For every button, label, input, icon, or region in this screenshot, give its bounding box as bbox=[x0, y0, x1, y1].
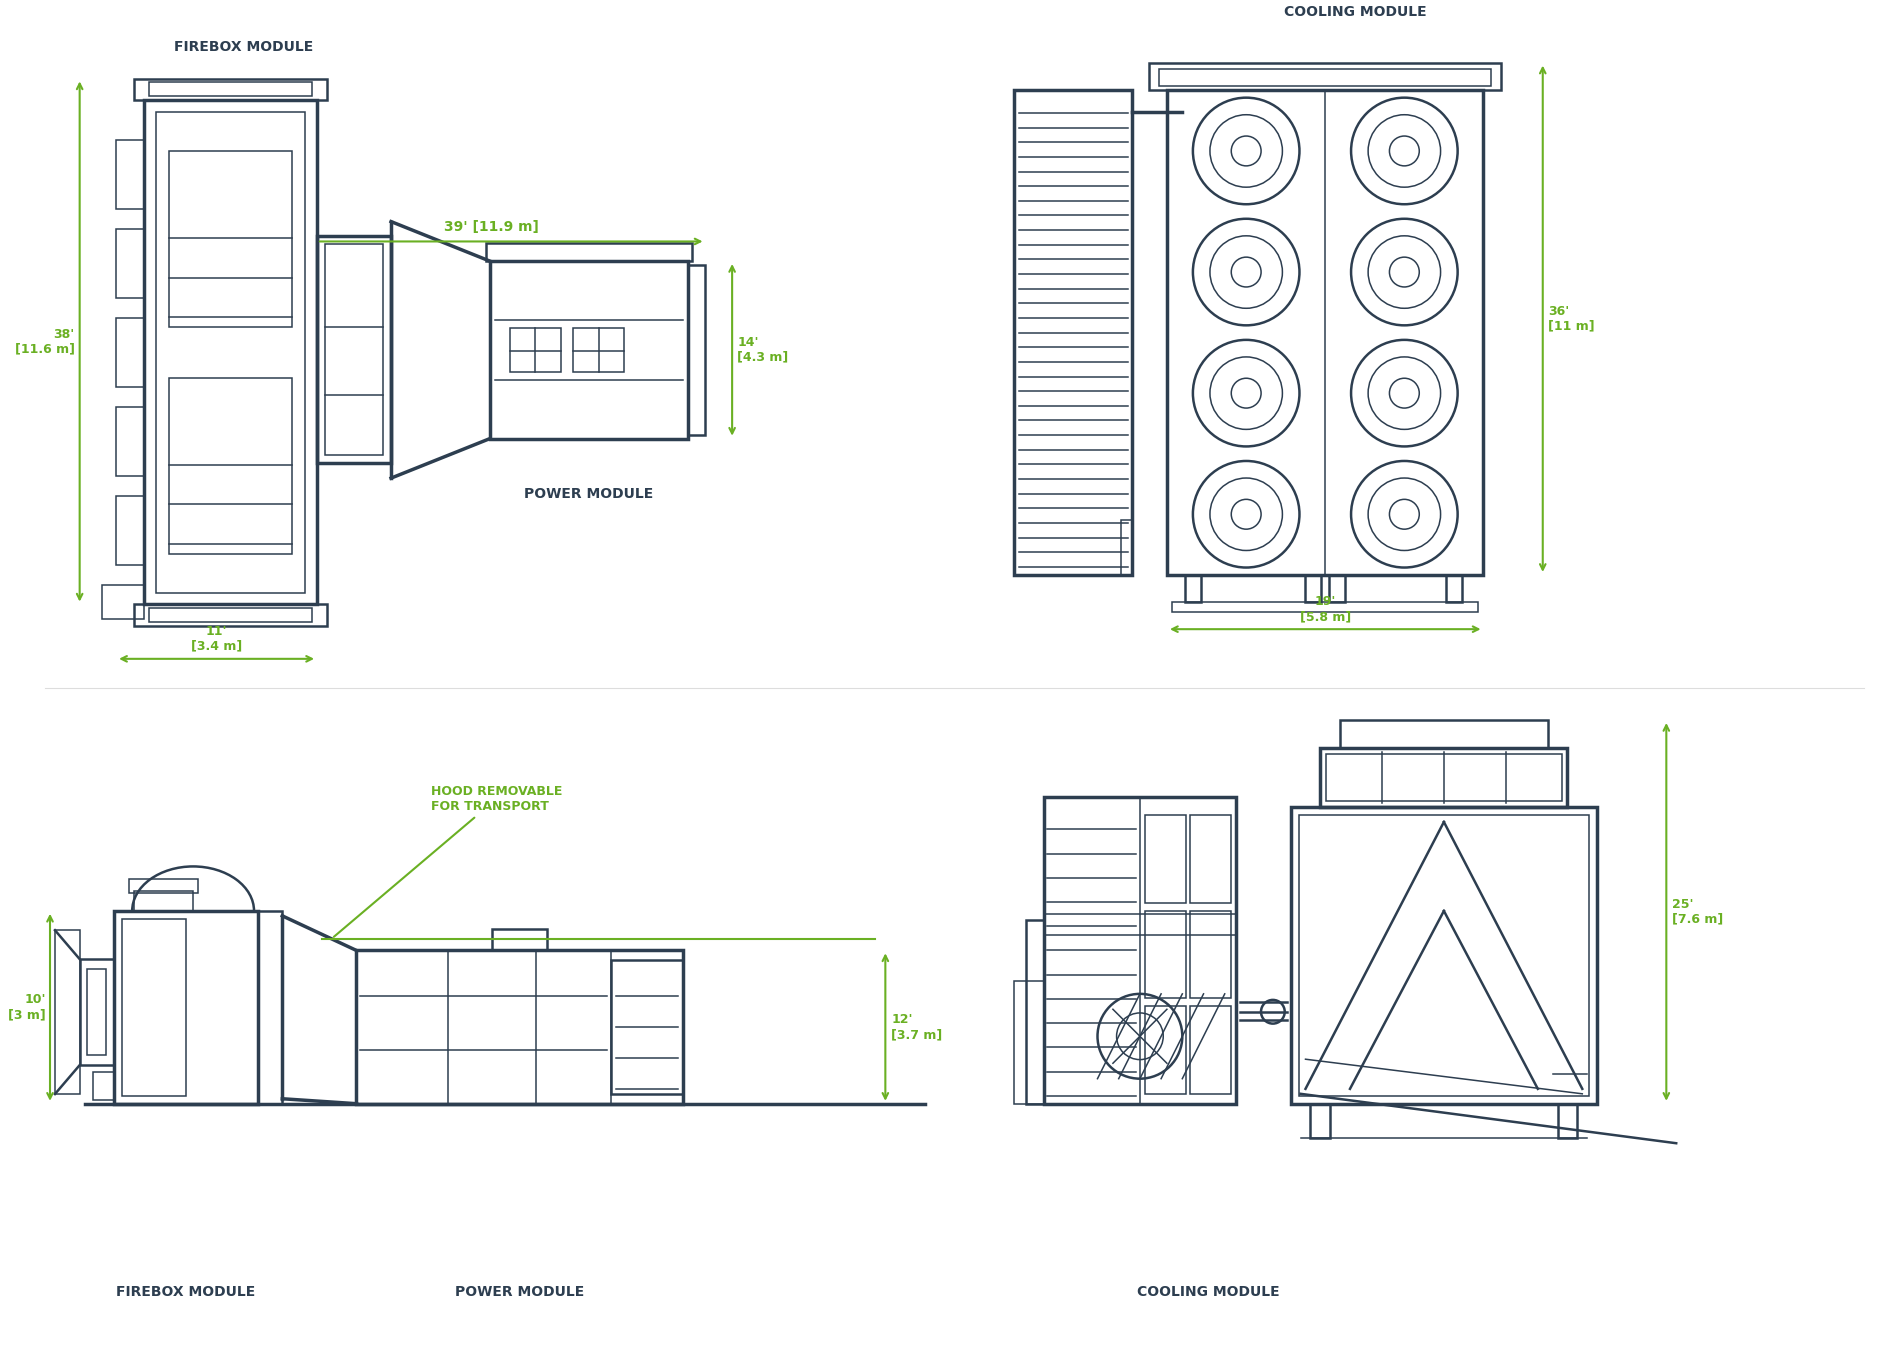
Bar bbox=[1121, 520, 1133, 575]
Bar bbox=[1330, 575, 1345, 603]
Bar bbox=[510, 328, 562, 373]
Bar bbox=[1150, 62, 1501, 91]
Bar bbox=[1446, 575, 1463, 603]
Bar bbox=[486, 244, 692, 262]
Bar bbox=[1290, 808, 1597, 1104]
Bar bbox=[156, 112, 305, 592]
Text: FIREBOX MODULE: FIREBOX MODULE bbox=[116, 1286, 254, 1299]
Text: 39' [11.9 m]: 39' [11.9 m] bbox=[444, 220, 539, 233]
Text: COOLING MODULE: COOLING MODULE bbox=[1138, 1286, 1280, 1299]
Bar bbox=[357, 950, 683, 1104]
Bar bbox=[687, 266, 706, 435]
Bar bbox=[1299, 814, 1590, 1096]
Bar bbox=[1159, 69, 1491, 87]
Bar bbox=[1013, 981, 1043, 1104]
Text: 12'
[3.7 m]: 12' [3.7 m] bbox=[892, 1014, 943, 1041]
Text: 25'
[7.6 m]: 25' [7.6 m] bbox=[1673, 898, 1724, 925]
Bar bbox=[1146, 911, 1186, 999]
Bar bbox=[135, 604, 326, 626]
Bar bbox=[148, 608, 311, 622]
Text: COOLING MODULE: COOLING MODULE bbox=[1284, 5, 1427, 19]
Bar bbox=[169, 378, 292, 554]
Bar bbox=[1172, 603, 1478, 612]
Bar bbox=[1189, 1007, 1231, 1093]
Bar bbox=[611, 961, 683, 1093]
Text: POWER MODULE: POWER MODULE bbox=[455, 1286, 584, 1299]
Bar bbox=[1189, 911, 1231, 999]
Bar bbox=[258, 911, 283, 1104]
Text: POWER MODULE: POWER MODULE bbox=[524, 486, 653, 501]
Bar bbox=[1146, 814, 1186, 902]
Bar bbox=[87, 969, 106, 1056]
Bar bbox=[491, 928, 546, 950]
Text: 14'
[4.3 m]: 14' [4.3 m] bbox=[738, 336, 789, 364]
Bar bbox=[1557, 1104, 1576, 1138]
Bar bbox=[489, 262, 687, 439]
Text: 38'
[11.6 m]: 38' [11.6 m] bbox=[15, 328, 74, 355]
Bar bbox=[55, 930, 80, 1093]
Bar bbox=[1189, 814, 1231, 902]
Bar bbox=[1326, 753, 1561, 801]
Bar bbox=[1186, 575, 1201, 603]
Bar bbox=[114, 911, 258, 1104]
Bar bbox=[1146, 1007, 1186, 1093]
Bar bbox=[1043, 913, 1237, 935]
Bar bbox=[102, 585, 144, 619]
Bar bbox=[1013, 91, 1133, 575]
Bar bbox=[116, 496, 144, 565]
Bar bbox=[1305, 575, 1322, 603]
Text: 11'
[3.4 m]: 11' [3.4 m] bbox=[192, 625, 243, 653]
Bar bbox=[93, 1072, 114, 1100]
Bar bbox=[80, 959, 114, 1065]
Bar bbox=[1339, 720, 1548, 748]
Text: 19'
[5.8 m]: 19' [5.8 m] bbox=[1299, 595, 1351, 623]
Bar bbox=[135, 892, 193, 911]
Bar bbox=[116, 318, 144, 388]
Bar bbox=[1311, 1104, 1330, 1138]
Bar bbox=[121, 919, 186, 1096]
Bar bbox=[573, 328, 624, 373]
Bar bbox=[116, 406, 144, 476]
Bar bbox=[135, 79, 326, 100]
Bar bbox=[1043, 797, 1237, 1104]
Bar bbox=[1026, 920, 1043, 1104]
Bar bbox=[144, 100, 317, 604]
Bar bbox=[129, 879, 199, 893]
Bar bbox=[317, 236, 391, 463]
Bar bbox=[1167, 91, 1483, 575]
Bar bbox=[148, 83, 311, 96]
Text: 36'
[11 m]: 36' [11 m] bbox=[1548, 305, 1593, 333]
Text: FIREBOX MODULE: FIREBOX MODULE bbox=[175, 39, 313, 54]
Bar bbox=[116, 229, 144, 298]
Bar bbox=[324, 244, 383, 455]
Bar bbox=[169, 150, 292, 327]
Bar bbox=[1320, 748, 1567, 808]
Bar bbox=[116, 140, 144, 209]
Text: 10'
[3 m]: 10' [3 m] bbox=[8, 993, 46, 1022]
Text: HOOD REMOVABLE
FOR TRANSPORT: HOOD REMOVABLE FOR TRANSPORT bbox=[334, 785, 562, 936]
